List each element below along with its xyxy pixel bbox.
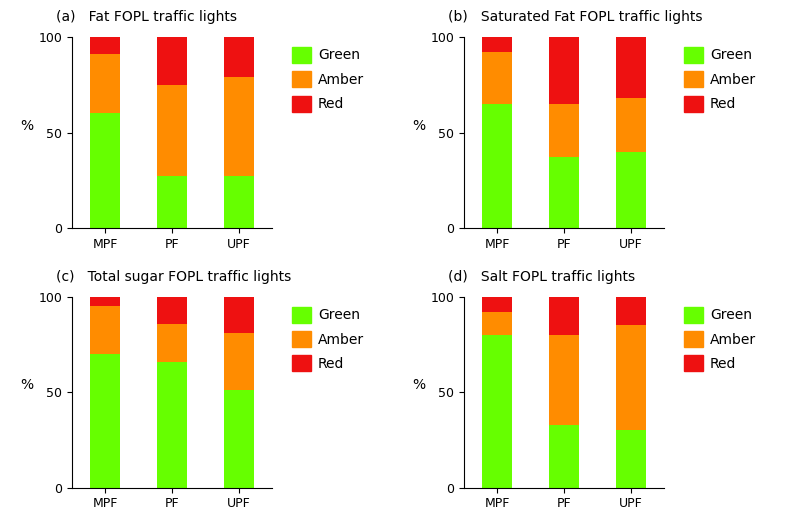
Bar	[616, 325, 646, 430]
Bar	[157, 176, 187, 228]
Bar	[157, 323, 187, 361]
Bar	[224, 176, 254, 228]
Bar	[616, 297, 646, 325]
Bar	[616, 98, 646, 152]
Bar	[616, 152, 646, 228]
Bar	[482, 37, 512, 52]
Text: (c)   Total sugar FOPL traffic lights: (c) Total sugar FOPL traffic lights	[56, 270, 291, 284]
Bar	[224, 37, 254, 77]
Bar	[157, 85, 187, 176]
Bar	[482, 297, 512, 312]
Bar	[157, 297, 187, 323]
Y-axis label: %: %	[21, 378, 34, 392]
Legend: Green, Amber, Red: Green, Amber, Red	[681, 304, 759, 374]
Bar	[224, 390, 254, 488]
Bar	[157, 37, 187, 85]
Y-axis label: %: %	[413, 378, 426, 392]
Bar	[157, 361, 187, 488]
Bar	[482, 104, 512, 228]
Y-axis label: %: %	[413, 119, 426, 132]
Text: (a)   Fat FOPL traffic lights: (a) Fat FOPL traffic lights	[56, 10, 237, 24]
Legend: Green, Amber, Red: Green, Amber, Red	[289, 304, 367, 374]
Bar	[549, 297, 579, 335]
Bar	[90, 306, 120, 354]
Bar	[224, 333, 254, 390]
Bar	[549, 425, 579, 488]
Bar	[224, 77, 254, 176]
Bar	[482, 52, 512, 104]
Bar	[549, 104, 579, 157]
Text: (b)   Saturated Fat FOPL traffic lights: (b) Saturated Fat FOPL traffic lights	[448, 10, 702, 24]
Bar	[90, 354, 120, 488]
Bar	[482, 335, 512, 488]
Bar	[224, 297, 254, 333]
Y-axis label: %: %	[21, 119, 34, 132]
Bar	[90, 37, 120, 54]
Bar	[616, 37, 646, 98]
Bar	[90, 113, 120, 228]
Bar	[549, 157, 579, 228]
Bar	[482, 312, 512, 335]
Legend: Green, Amber, Red: Green, Amber, Red	[289, 44, 367, 114]
Bar	[90, 297, 120, 306]
Bar	[549, 37, 579, 104]
Bar	[549, 335, 579, 425]
Text: (d)   Salt FOPL traffic lights: (d) Salt FOPL traffic lights	[448, 270, 635, 284]
Bar	[616, 430, 646, 488]
Legend: Green, Amber, Red: Green, Amber, Red	[681, 44, 759, 114]
Bar	[90, 54, 120, 113]
